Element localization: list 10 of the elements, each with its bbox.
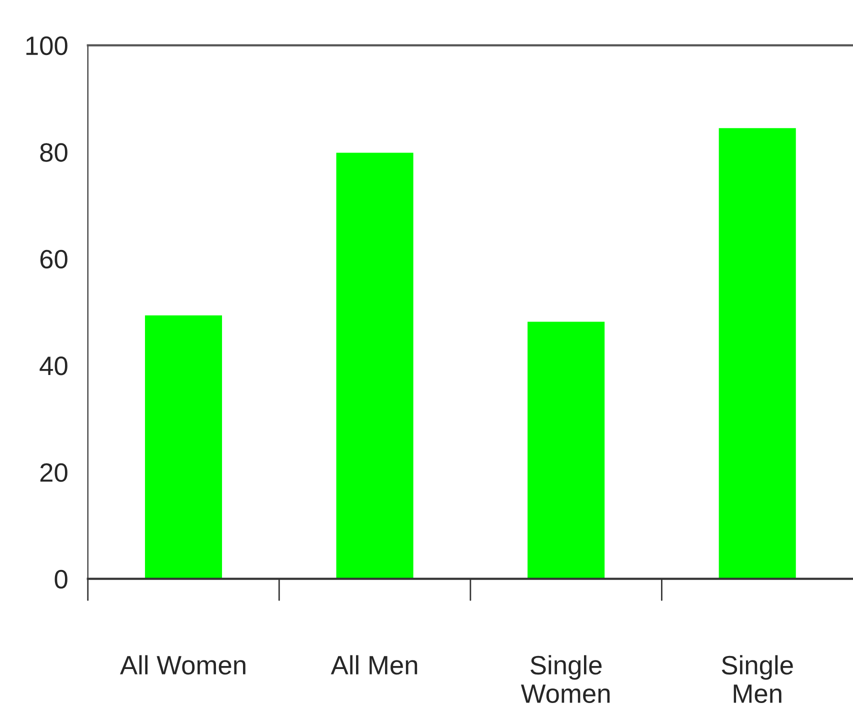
x-tick-label: All Women xyxy=(120,655,246,675)
y-tick-label: 60 xyxy=(40,250,68,269)
y-tick-label: 100 xyxy=(26,36,68,56)
x-tick-label: Single Men xyxy=(722,655,793,703)
x-tick-label: Single Women xyxy=(520,655,610,703)
y-tick-label: 20 xyxy=(40,463,68,482)
y-tick-label: 0 xyxy=(54,570,68,589)
x-tick-label: All Men xyxy=(330,655,418,675)
y-tick-label: 40 xyxy=(40,356,68,376)
y-tick-label: 80 xyxy=(40,143,68,162)
